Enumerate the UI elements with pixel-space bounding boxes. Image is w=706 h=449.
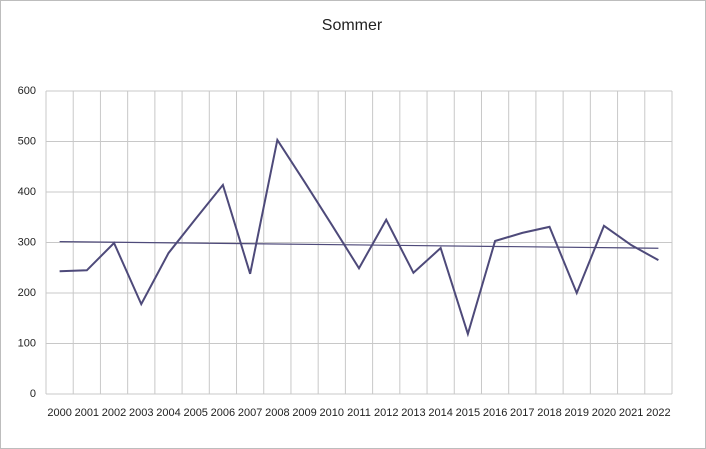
y-tick-label: 300 [18, 236, 36, 248]
x-tick-label: 2018 [537, 407, 561, 419]
x-tick-label: 2009 [292, 407, 316, 419]
y-tick-label: 200 [18, 287, 36, 299]
x-tick-label: 2017 [510, 407, 534, 419]
x-tick-label: 2010 [320, 407, 344, 419]
x-tick-label: 2013 [401, 407, 425, 419]
y-tick-label: 600 [18, 85, 36, 97]
x-tick-label: 2004 [156, 407, 180, 419]
chart-title: Sommer [322, 17, 383, 34]
x-tick-label: 2019 [564, 407, 588, 419]
y-tick-label: 0 [30, 388, 36, 400]
x-tick-label: 2011 [347, 407, 371, 419]
x-tick-label: 2002 [102, 407, 126, 419]
x-tick-label: 2022 [646, 407, 670, 419]
x-tick-label: 2014 [428, 407, 452, 419]
y-tick-label: 400 [18, 186, 36, 198]
x-tick-label: 2021 [619, 407, 643, 419]
x-tick-label: 2000 [47, 407, 71, 419]
x-tick-label: 2006 [211, 407, 235, 419]
x-tick-label: 2003 [129, 407, 153, 419]
x-tick-label: 2012 [374, 407, 398, 419]
x-tick-label: 2001 [75, 407, 99, 419]
x-tick-label: 2005 [183, 407, 207, 419]
x-tick-label: 2020 [592, 407, 616, 419]
y-tick-label: 100 [18, 337, 36, 349]
x-tick-label: 2008 [265, 407, 289, 419]
data-line [59, 137, 659, 338]
x-tick-label: 2015 [456, 407, 480, 419]
x-tick-label: 2016 [483, 407, 507, 419]
y-tick-label: 500 [18, 135, 36, 147]
x-tick-label: 2007 [238, 407, 262, 419]
